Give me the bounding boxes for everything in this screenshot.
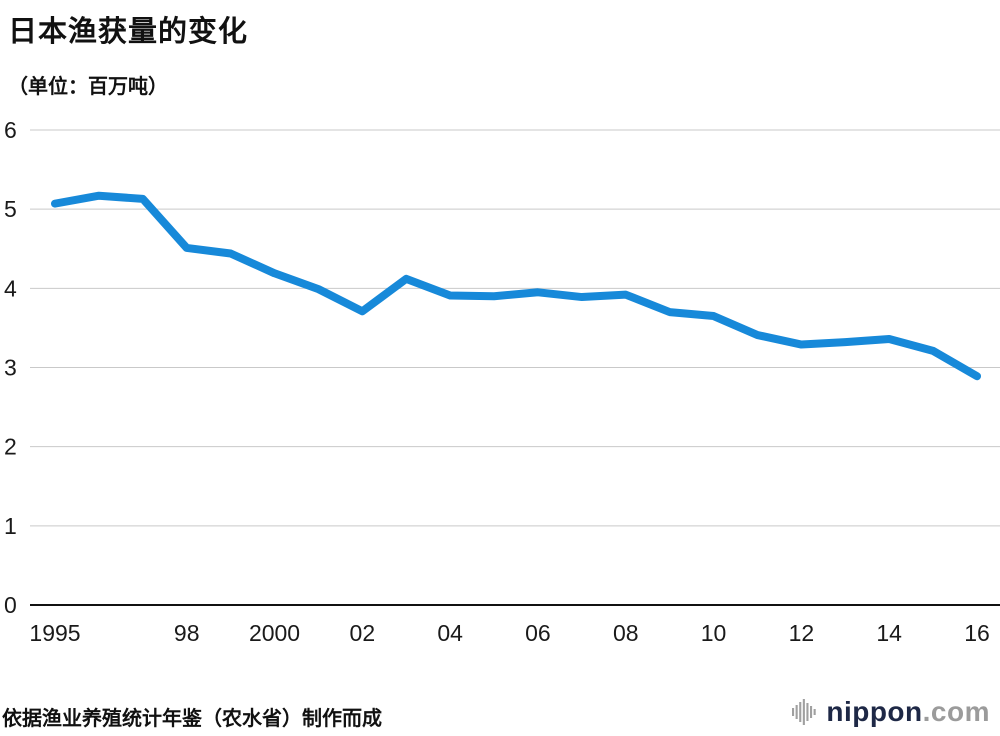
x-axis-tick-label: 2000 bbox=[249, 620, 300, 646]
y-axis-tick-label: 6 bbox=[4, 117, 17, 143]
chart-unit-label: （单位：百万吨） bbox=[8, 76, 168, 98]
audio-bars-icon bbox=[792, 698, 818, 726]
y-axis-tick-label: 3 bbox=[4, 355, 17, 381]
x-axis-tick-label: 98 bbox=[174, 620, 200, 646]
source-note: 依据渔业养殖统计年鉴（农水省）制作而成 bbox=[2, 708, 382, 730]
x-axis-tick-label: 08 bbox=[613, 620, 639, 646]
chart-title: 日本渔获量的变化 bbox=[8, 16, 249, 48]
x-axis-tick-label: 04 bbox=[437, 620, 463, 646]
y-axis-tick-label: 4 bbox=[4, 275, 17, 301]
x-axis-tick-label: 16 bbox=[964, 620, 990, 646]
logo-text-com: .com bbox=[922, 696, 990, 727]
x-axis-tick-label: 02 bbox=[350, 620, 376, 646]
y-axis-tick-label: 2 bbox=[4, 434, 17, 460]
x-axis-tick-label: 12 bbox=[789, 620, 815, 646]
nippon-logo[interactable]: nippon .com bbox=[792, 696, 990, 728]
x-axis-tick-label: 06 bbox=[525, 620, 551, 646]
x-axis-tick-label: 10 bbox=[701, 620, 727, 646]
catch-volume-series-line bbox=[51, 191, 981, 381]
x-axis-tick-label: 1995 bbox=[29, 620, 80, 646]
x-axis-tick-label: 14 bbox=[876, 620, 902, 646]
y-axis-tick-label: 5 bbox=[4, 196, 17, 222]
y-axis-tick-label: 0 bbox=[4, 592, 17, 618]
y-axis-tick-label: 1 bbox=[4, 513, 17, 539]
logo-text-nippon: nippon bbox=[826, 696, 923, 727]
